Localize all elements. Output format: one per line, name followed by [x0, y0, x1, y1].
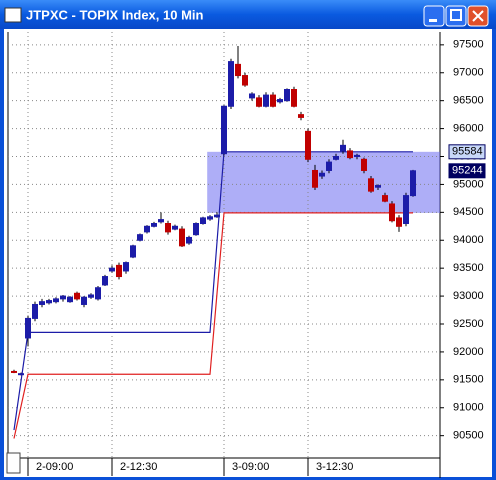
candle-body — [256, 97, 262, 107]
candle-body — [277, 99, 283, 103]
candle-body — [249, 93, 255, 99]
candle-body — [312, 169, 318, 188]
chart-background — [4, 29, 492, 477]
candle-body — [151, 223, 157, 227]
candle-body — [291, 89, 297, 107]
candle-body — [102, 276, 108, 286]
candle-body — [354, 154, 360, 158]
y-tick-label: 94000 — [453, 234, 484, 246]
candle-body — [193, 223, 199, 236]
app-icon — [4, 7, 22, 23]
candle-body — [137, 234, 143, 241]
candle-body — [305, 130, 311, 160]
candle-body — [130, 245, 136, 258]
candle-body — [53, 298, 59, 303]
candle-body — [25, 317, 31, 339]
candle-body — [200, 217, 206, 225]
y-tick-label: 97000 — [453, 67, 484, 79]
candle-body — [116, 264, 122, 278]
indicator-line — [13, 151, 413, 431]
title-bar — [0, 0, 496, 29]
window-title: JTPXC - TOPIX Index, 10 Min — [26, 7, 204, 22]
y-tick-label: 96500 — [453, 95, 484, 107]
candle-body — [368, 178, 374, 192]
y-tick-label: 91500 — [453, 374, 484, 386]
candle-body — [382, 195, 388, 202]
candle-body — [179, 228, 185, 247]
candle-body — [235, 63, 241, 77]
y-tick-label: 95000 — [453, 178, 484, 190]
candle-body — [46, 300, 52, 304]
candle-body — [32, 303, 38, 319]
candle-body — [18, 373, 24, 376]
candle-body — [403, 195, 409, 225]
candle-body — [396, 217, 402, 227]
candle-body — [95, 287, 101, 300]
candle-body — [207, 216, 213, 220]
candle-body — [284, 89, 290, 102]
y-tick-label: 93500 — [453, 262, 484, 274]
price-label: 95244 — [452, 165, 483, 177]
candle-body — [347, 150, 353, 159]
corner-box[interactable] — [6, 452, 21, 474]
candle-body — [158, 219, 164, 223]
x-tick-label: 2-12:30 — [120, 461, 157, 473]
price-label-box — [448, 163, 486, 179]
minimize-button[interactable] — [423, 5, 445, 27]
price-label: 95584 — [452, 146, 483, 158]
candle-body — [186, 236, 192, 244]
candle-body — [109, 267, 115, 272]
candle-body — [298, 114, 304, 118]
candle-body — [221, 105, 227, 155]
candle-body — [242, 75, 248, 86]
x-tick-label: 3-09:00 — [232, 461, 269, 473]
indicator-line — [13, 212, 413, 439]
candle-body — [333, 156, 339, 160]
candle-body — [228, 61, 234, 107]
x-tick-label: 2-09:00 — [36, 461, 73, 473]
maximize-button[interactable] — [445, 5, 467, 27]
candle-body — [340, 144, 346, 152]
candle-body — [410, 170, 416, 197]
candle-body — [123, 262, 129, 272]
candle-body — [263, 94, 269, 107]
candle-body — [214, 214, 220, 218]
y-tick-label: 97500 — [453, 39, 484, 51]
y-tick-label: 91000 — [453, 402, 484, 414]
candle-body — [60, 295, 66, 300]
candle-body — [144, 225, 150, 233]
y-tick-label: 94500 — [453, 206, 484, 218]
candle-body — [389, 203, 395, 222]
candle-body — [361, 158, 367, 171]
candle-body — [172, 225, 178, 230]
candle-body — [88, 294, 94, 298]
y-tick-label: 93000 — [453, 290, 484, 302]
x-tick-label: 3-12:30 — [316, 461, 353, 473]
candle-body — [81, 296, 87, 305]
y-tick-label: 92000 — [453, 346, 484, 358]
candle-body — [39, 301, 45, 305]
candle-body — [74, 292, 80, 300]
price-label-box — [448, 144, 486, 160]
candle-body — [165, 223, 171, 233]
candle-body — [326, 161, 332, 171]
y-tick-label: 90500 — [453, 430, 484, 442]
band — [207, 151, 440, 213]
candle-body — [270, 94, 276, 107]
y-tick-label: 92500 — [453, 318, 484, 330]
close-button[interactable] — [467, 5, 489, 27]
candle-body — [319, 172, 325, 177]
y-tick-label: 96000 — [453, 122, 484, 134]
candle-body — [67, 296, 73, 303]
candle-body — [11, 370, 17, 373]
candle-body — [375, 185, 381, 188]
